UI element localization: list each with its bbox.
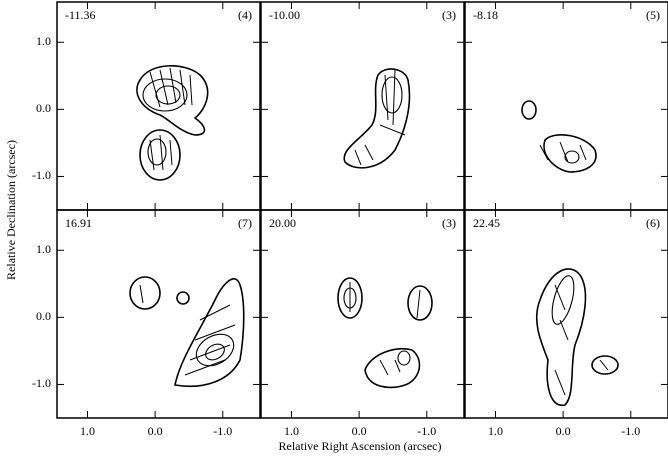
- velocity-label: 16.91: [65, 216, 92, 230]
- count-label: (6): [646, 216, 660, 230]
- contours: [130, 66, 618, 405]
- x-tick-label: -1.0: [213, 424, 232, 438]
- contour: [565, 151, 579, 163]
- contour: [592, 356, 618, 374]
- contour: [365, 349, 419, 388]
- contour: [137, 66, 208, 135]
- panel-frame: [465, 210, 668, 418]
- y-tick-label: -1.0: [32, 376, 51, 390]
- panel-frame: [57, 210, 260, 418]
- x-tick-label: 1.0: [284, 424, 299, 438]
- panel-frame: [57, 2, 260, 210]
- velocity-label: -10.00: [269, 8, 300, 22]
- x-tick-label: 1.0: [80, 424, 95, 438]
- panel-frame: [261, 210, 464, 418]
- contour: [544, 135, 596, 172]
- x-tick-label: 0.0: [148, 424, 163, 438]
- velocity-label: 20.00: [269, 216, 296, 230]
- contour: [191, 328, 240, 372]
- x-tick-label: -1.0: [621, 424, 640, 438]
- chart: -11.36 (4) 1.0 0.0 -1.0 -10.00 (3) -8.18 (5) 16.9…: [0, 0, 668, 456]
- contour: [548, 274, 578, 327]
- contour: [398, 351, 410, 365]
- y-axis-label: Relative Declination (arcsec): [4, 140, 18, 280]
- velocity-label: -8.18: [473, 8, 498, 22]
- y-tick-label: 1.0: [36, 242, 51, 256]
- x-tick-label: -1.0: [417, 424, 436, 438]
- count-label: (7): [238, 216, 252, 230]
- y-tick-label: 1.0: [36, 34, 51, 48]
- count-label: (3): [442, 8, 456, 22]
- contour: [522, 101, 536, 119]
- page: {"chart_data": {"type": "contour-grid", …: [0, 0, 668, 456]
- count-label: (3): [442, 216, 456, 230]
- x-axis-label: Relative Right Ascension (arcsec): [279, 439, 442, 453]
- panel-frame: [261, 2, 464, 210]
- x-tick-label: 1.0: [488, 424, 503, 438]
- count-label: (5): [646, 8, 660, 22]
- contour: [177, 292, 189, 304]
- count-label: (4): [238, 8, 252, 22]
- contour: [203, 341, 227, 363]
- x-tick-label: 0.0: [352, 424, 367, 438]
- velocity-label: 22.45: [473, 216, 500, 230]
- x-tick-label: 0.0: [556, 424, 571, 438]
- velocity-label: -11.36: [65, 8, 96, 22]
- contour: [156, 86, 180, 104]
- y-tick-label: 0.0: [36, 309, 51, 323]
- y-tick-label: 0.0: [36, 101, 51, 115]
- contour: [175, 279, 244, 386]
- panel-frame: [465, 2, 668, 210]
- contour: [130, 277, 160, 309]
- y-tick-label: -1.0: [32, 168, 51, 182]
